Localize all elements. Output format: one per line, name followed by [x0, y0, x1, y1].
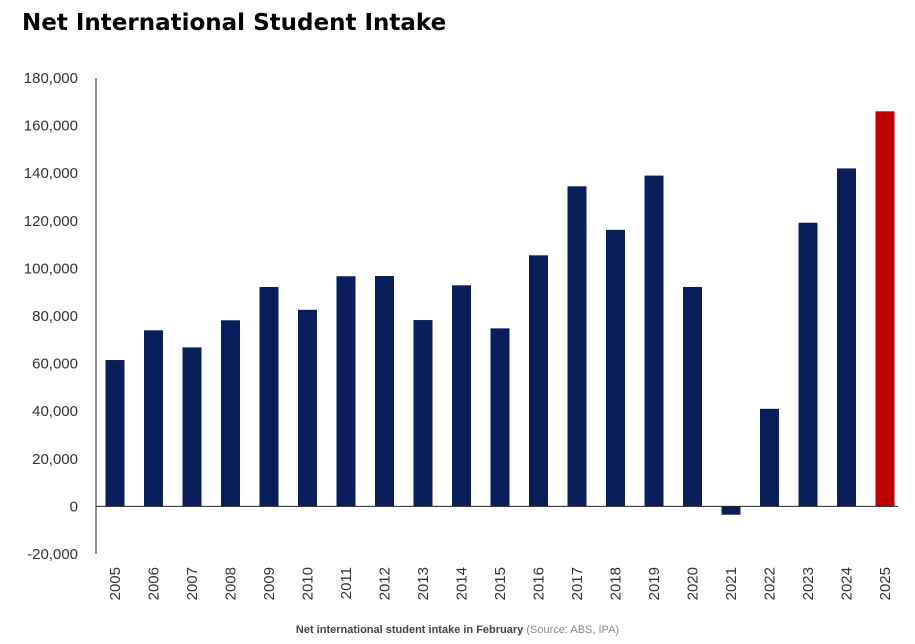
- bar-2017: [567, 186, 587, 507]
- bar-2012: [375, 276, 394, 507]
- bar-2011: [336, 276, 356, 507]
- bar-2008: [221, 320, 240, 507]
- bar-2014: [452, 285, 471, 507]
- y-tick-label: 120,000: [24, 213, 78, 230]
- y-tick-label: 80,000: [32, 308, 78, 325]
- bar-2016: [529, 255, 548, 507]
- x-tick-label: 2005: [107, 567, 124, 600]
- bar-2009: [259, 286, 279, 507]
- y-tick-label: 60,000: [32, 356, 78, 373]
- x-tick-label: 2023: [800, 567, 817, 600]
- bar-2025: [875, 111, 895, 507]
- bar-2006: [144, 330, 163, 507]
- x-tick-label: 2011: [338, 567, 355, 599]
- x-tick-label: 2007: [184, 567, 201, 600]
- x-tick-label: 2016: [531, 567, 548, 600]
- chart-title: Net International Student Intake: [22, 10, 447, 36]
- y-tick-label: 140,000: [24, 165, 78, 182]
- x-tick-label: 2012: [377, 567, 394, 600]
- y-tick-label: 160,000: [24, 118, 78, 135]
- x-tick-label: 2017: [569, 567, 586, 600]
- bar-2023: [798, 222, 818, 507]
- y-tick-label: 180,000: [24, 70, 78, 87]
- bar-2013: [413, 320, 433, 507]
- y-tick-label: 20,000: [32, 451, 78, 468]
- x-tick-label: 2022: [762, 567, 779, 600]
- bar-2019: [644, 175, 664, 507]
- y-tick-label: 40,000: [32, 403, 78, 420]
- x-tick-label: 2006: [146, 567, 163, 600]
- bar-2015: [490, 328, 510, 507]
- bar-2020: [683, 286, 702, 507]
- x-tick-label: 2014: [454, 567, 471, 600]
- bar-2021: [721, 506, 741, 515]
- bar-2022: [760, 408, 779, 507]
- y-tick-label: -20,000: [27, 546, 78, 563]
- chart-caption: Net international student intake in Febr…: [0, 624, 915, 636]
- x-tick-label: 2008: [223, 567, 240, 600]
- caption-text: Net international student intake in Febr…: [295, 624, 524, 636]
- x-tick-label: 2018: [608, 567, 625, 600]
- x-tick-label: 2009: [261, 567, 278, 600]
- x-tick-label: 2010: [300, 567, 317, 600]
- bar-2005: [105, 360, 125, 507]
- x-tick-label: 2025: [877, 567, 894, 600]
- bar-2018: [606, 229, 625, 507]
- x-tick-label: 2015: [492, 567, 509, 600]
- bar-2010: [298, 309, 317, 507]
- y-tick-label: 0: [70, 498, 78, 515]
- x-tick-label: 2024: [839, 567, 856, 600]
- x-tick-label: 2019: [646, 567, 663, 600]
- x-tick-label: 2020: [685, 567, 702, 600]
- x-tick-label: 2013: [415, 567, 432, 600]
- y-tick-label: 100,000: [24, 260, 78, 277]
- bar-chart: -20,000 0 20,000 40,000 60,000 80,000 100,000 1…: [24, 70, 898, 600]
- caption-source: (Source: ABS, IPA): [526, 624, 620, 636]
- x-tick-label: 2021: [723, 567, 740, 600]
- bar-2007: [182, 347, 202, 507]
- bar-2024: [837, 168, 856, 507]
